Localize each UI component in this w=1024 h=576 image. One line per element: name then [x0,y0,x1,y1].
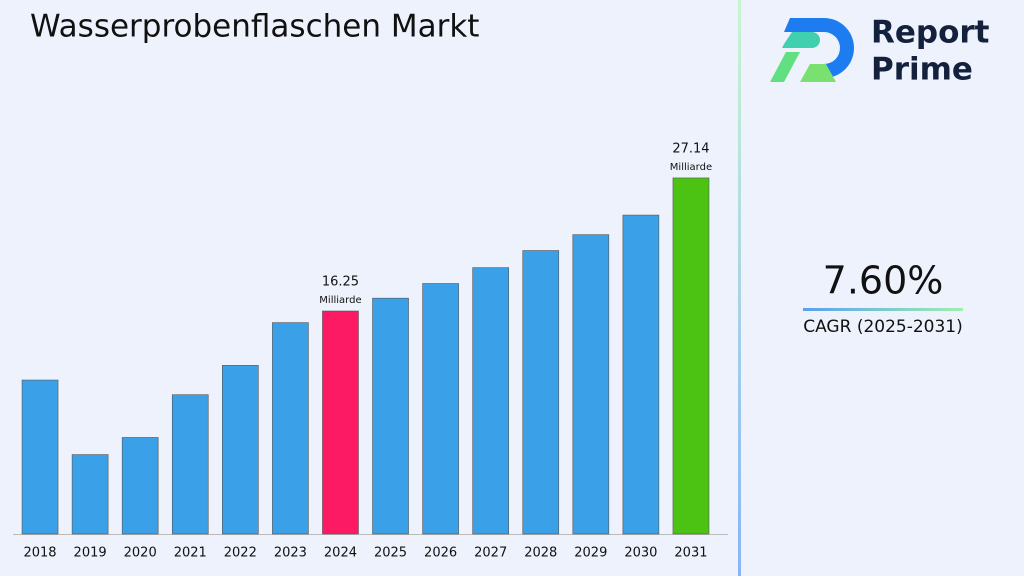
cagr-underline [803,308,963,311]
x-tick-label: 2018 [23,546,56,561]
bar [422,283,459,535]
bar [272,322,309,535]
x-tick-label: 2030 [624,546,657,561]
brand-text: Prime [871,52,973,88]
x-tick-label: 2029 [574,546,607,561]
bar [322,310,359,535]
bar [522,250,560,535]
bar [121,437,159,535]
cagr-value: 7.60% [823,259,944,303]
bar [472,267,509,535]
value-label: 16.25 [322,275,359,290]
logo [770,18,854,82]
bar [622,214,660,535]
value-label: 27.14 [672,141,709,156]
brand-text: Report [871,15,990,51]
bar [572,234,610,535]
x-tick-label: 2024 [324,546,357,561]
bar [21,379,59,535]
bar [672,177,710,535]
bar [71,454,109,535]
cagr-label: CAGR (2025-2031) [803,317,963,337]
bar [171,394,209,535]
x-tick-label: 2031 [674,546,707,561]
chart-title: Wasserprobenflaschen Markt [30,9,479,45]
divider [738,0,741,576]
x-tick-label: 2023 [274,546,307,561]
value-unit: Milliarde [670,162,712,173]
x-tick-label: 2021 [174,546,207,561]
bar [372,297,409,535]
x-tick-label: 2027 [474,546,507,561]
x-tick-label: 2020 [124,546,157,561]
x-tick-label: 2028 [524,546,557,561]
x-tick-label: 2026 [424,546,457,561]
bar [222,365,259,535]
x-tick-label: 2019 [74,546,107,561]
x-tick-label: 2025 [374,546,407,561]
x-tick-label: 2022 [224,546,257,561]
value-unit: Milliarde [319,295,361,306]
